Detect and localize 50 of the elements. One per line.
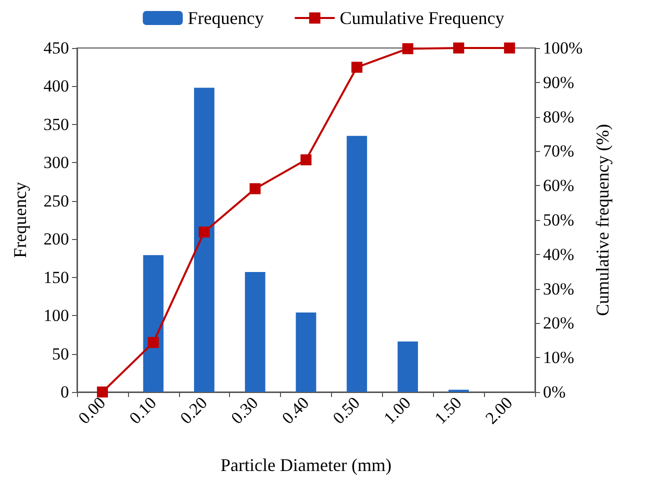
legend-label: Cumulative Frequency bbox=[340, 8, 504, 28]
bar bbox=[398, 342, 418, 392]
bar bbox=[194, 88, 214, 392]
point bbox=[504, 42, 516, 54]
y2-tick-label: 70% bbox=[543, 142, 574, 161]
x-tick-label: 1.50 bbox=[430, 393, 466, 428]
y2-tick-label: 40% bbox=[543, 244, 574, 264]
y2-tick-label: 20% bbox=[543, 314, 574, 333]
y-tick-label: 300 bbox=[44, 153, 69, 172]
point bbox=[250, 183, 261, 194]
y2-tick-label: 50% bbox=[543, 210, 574, 230]
y2-tick-label: 10% bbox=[543, 348, 574, 368]
y2-tick-label: 80% bbox=[543, 107, 574, 126]
y-tick-label: 450 bbox=[44, 38, 69, 58]
point bbox=[148, 336, 159, 348]
point bbox=[351, 62, 362, 73]
x-tick-label: 1.00 bbox=[380, 393, 414, 428]
y-tick-label: 50 bbox=[52, 344, 69, 364]
point bbox=[300, 154, 312, 166]
y-axis-title: Frequency bbox=[10, 182, 30, 258]
y2-axis-title: Cumulative frequency (%) bbox=[592, 124, 613, 316]
y2-tick-label: 90% bbox=[543, 72, 574, 92]
x-tick-label: 0.20 bbox=[176, 393, 211, 428]
x-tick-label: 0.00 bbox=[74, 393, 110, 428]
point bbox=[96, 386, 108, 398]
y-tick-label: 350 bbox=[44, 114, 69, 134]
point bbox=[453, 42, 464, 54]
y2-tick-label: 60% bbox=[543, 176, 574, 196]
x-axis-title: Particle Diameter (mm) bbox=[220, 455, 392, 475]
bar bbox=[296, 312, 316, 392]
point bbox=[198, 226, 210, 238]
y2-tick-label: 100% bbox=[543, 38, 583, 58]
bar bbox=[143, 255, 164, 392]
x-tick-label: 0.30 bbox=[227, 393, 262, 428]
y-tick-label: 400 bbox=[44, 76, 69, 96]
x-tick-label: 2.00 bbox=[482, 393, 516, 428]
y-tick-label: 0 bbox=[60, 382, 69, 402]
bar bbox=[244, 272, 266, 392]
y2-tick-label: 0% bbox=[543, 382, 566, 402]
x-tick-label: 0.50 bbox=[329, 393, 364, 428]
y-tick-label: 150 bbox=[44, 268, 69, 287]
legend-label: Frequency bbox=[188, 8, 264, 28]
y-tick-label: 250 bbox=[44, 191, 69, 210]
y-tick-label: 100 bbox=[44, 306, 69, 326]
bar bbox=[346, 136, 368, 392]
x-tick-label: 0.40 bbox=[278, 393, 313, 428]
y2-tick-label: 30% bbox=[543, 279, 574, 298]
point bbox=[402, 43, 414, 54]
y-tick-label: 200 bbox=[44, 230, 69, 249]
x-tick-label: 0.10 bbox=[126, 393, 160, 428]
